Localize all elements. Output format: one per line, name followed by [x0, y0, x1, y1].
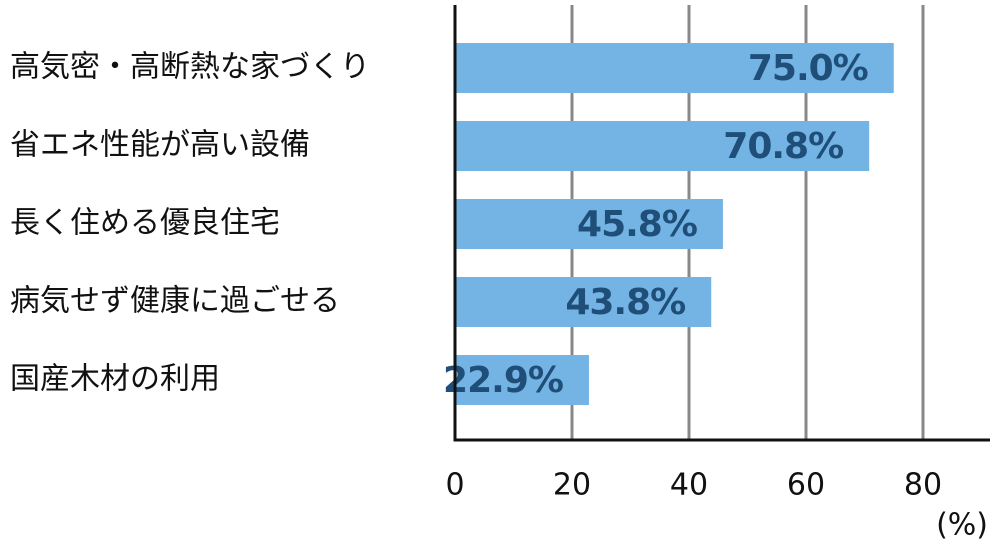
value-label: 43.8% — [565, 282, 685, 323]
x-tick-label: 40 — [670, 468, 708, 503]
bar — [455, 199, 723, 249]
value-label: 70.8% — [723, 126, 843, 167]
bar — [455, 355, 589, 405]
category-label: 高気密・高断熱な家づくり — [10, 50, 370, 85]
category-label: 病気せず健康に過ごせる — [10, 284, 340, 319]
bar — [455, 43, 894, 93]
x-tick-label: 80 — [904, 468, 942, 503]
x-tick-label: 60 — [787, 468, 825, 503]
category-label: 国産木材の利用 — [10, 362, 220, 397]
x-tick-label: 0 — [445, 468, 464, 503]
value-label: 22.9% — [443, 360, 563, 401]
bar — [455, 277, 712, 327]
x-axis-label: (%) — [936, 508, 988, 543]
bar — [455, 121, 870, 171]
category-label: 長く住める優良住宅 — [10, 206, 280, 241]
x-tick-label: 20 — [553, 468, 591, 503]
value-label: 75.0% — [748, 48, 868, 89]
category-label: 省エネ性能が高い設備 — [10, 128, 310, 163]
value-label: 45.8% — [577, 204, 697, 245]
